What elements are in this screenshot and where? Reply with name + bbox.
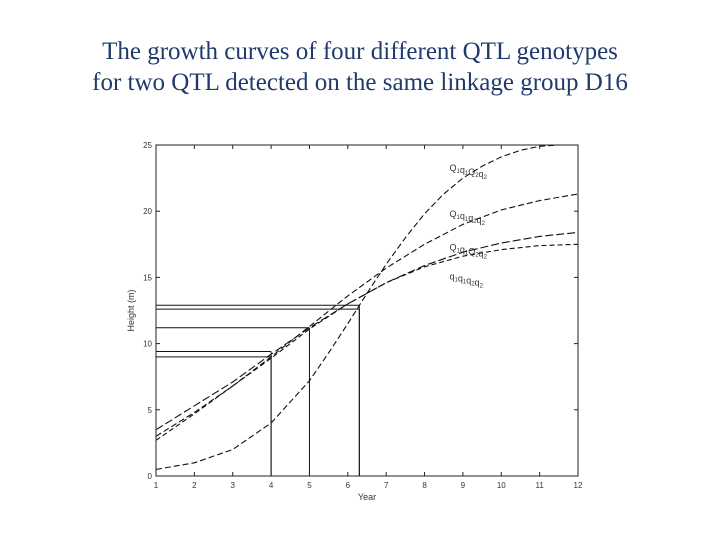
series-lines: [155, 144, 579, 470]
x-tick-label: 7: [384, 481, 389, 490]
x-tick-label: 1: [154, 481, 159, 490]
y-axis-label: Height (m): [126, 289, 136, 331]
x-tick-label: 3: [231, 481, 236, 490]
series-line-1: [155, 144, 578, 470]
series-label-2: Q1q1q2q2: [449, 209, 485, 227]
series-label-3: Q1q1Q2q2: [449, 242, 487, 260]
x-tick-label: 8: [422, 481, 427, 490]
y-tick-label: 0: [148, 472, 153, 481]
x-tick-label: 6: [346, 481, 351, 490]
reference-lines: [156, 304, 360, 476]
x-tick-label: 2: [192, 481, 197, 490]
series-line-3: [155, 231, 579, 431]
y-tick-label: 5: [148, 406, 153, 415]
x-axis-label: Year: [358, 492, 376, 502]
x-tick-label: 11: [535, 481, 544, 490]
series-label-1: Q1q1Q2q2: [449, 163, 487, 181]
x-tick-label: 4: [269, 481, 274, 490]
slide-title: The growth curves of four different QTL …: [0, 36, 720, 98]
series-line-4: [155, 243, 579, 441]
x-tick-label: 9: [461, 481, 466, 490]
slide-title-line-1: The growth curves of four different QTL …: [102, 38, 618, 65]
slide-title-line-2: for two QTL detected on the same linkage…: [92, 69, 628, 96]
y-tick-label: 20: [143, 207, 152, 216]
y-tick-label: 10: [143, 340, 152, 349]
plot-area-frame: [155, 144, 579, 477]
y-tick-label: 25: [143, 141, 152, 150]
series-labels: Q1q1Q2q2 Q1q1q2q2 Q1q1Q2q2 q1q1q2q2: [449, 163, 487, 290]
x-tick-label: 5: [307, 481, 312, 490]
series-line-2: [155, 193, 579, 437]
y-tick-label: 15: [143, 273, 152, 282]
series-label-4: q1q1q2q2: [449, 271, 483, 289]
x-tick-label: 12: [574, 481, 583, 490]
x-tick-label: 10: [497, 481, 506, 490]
